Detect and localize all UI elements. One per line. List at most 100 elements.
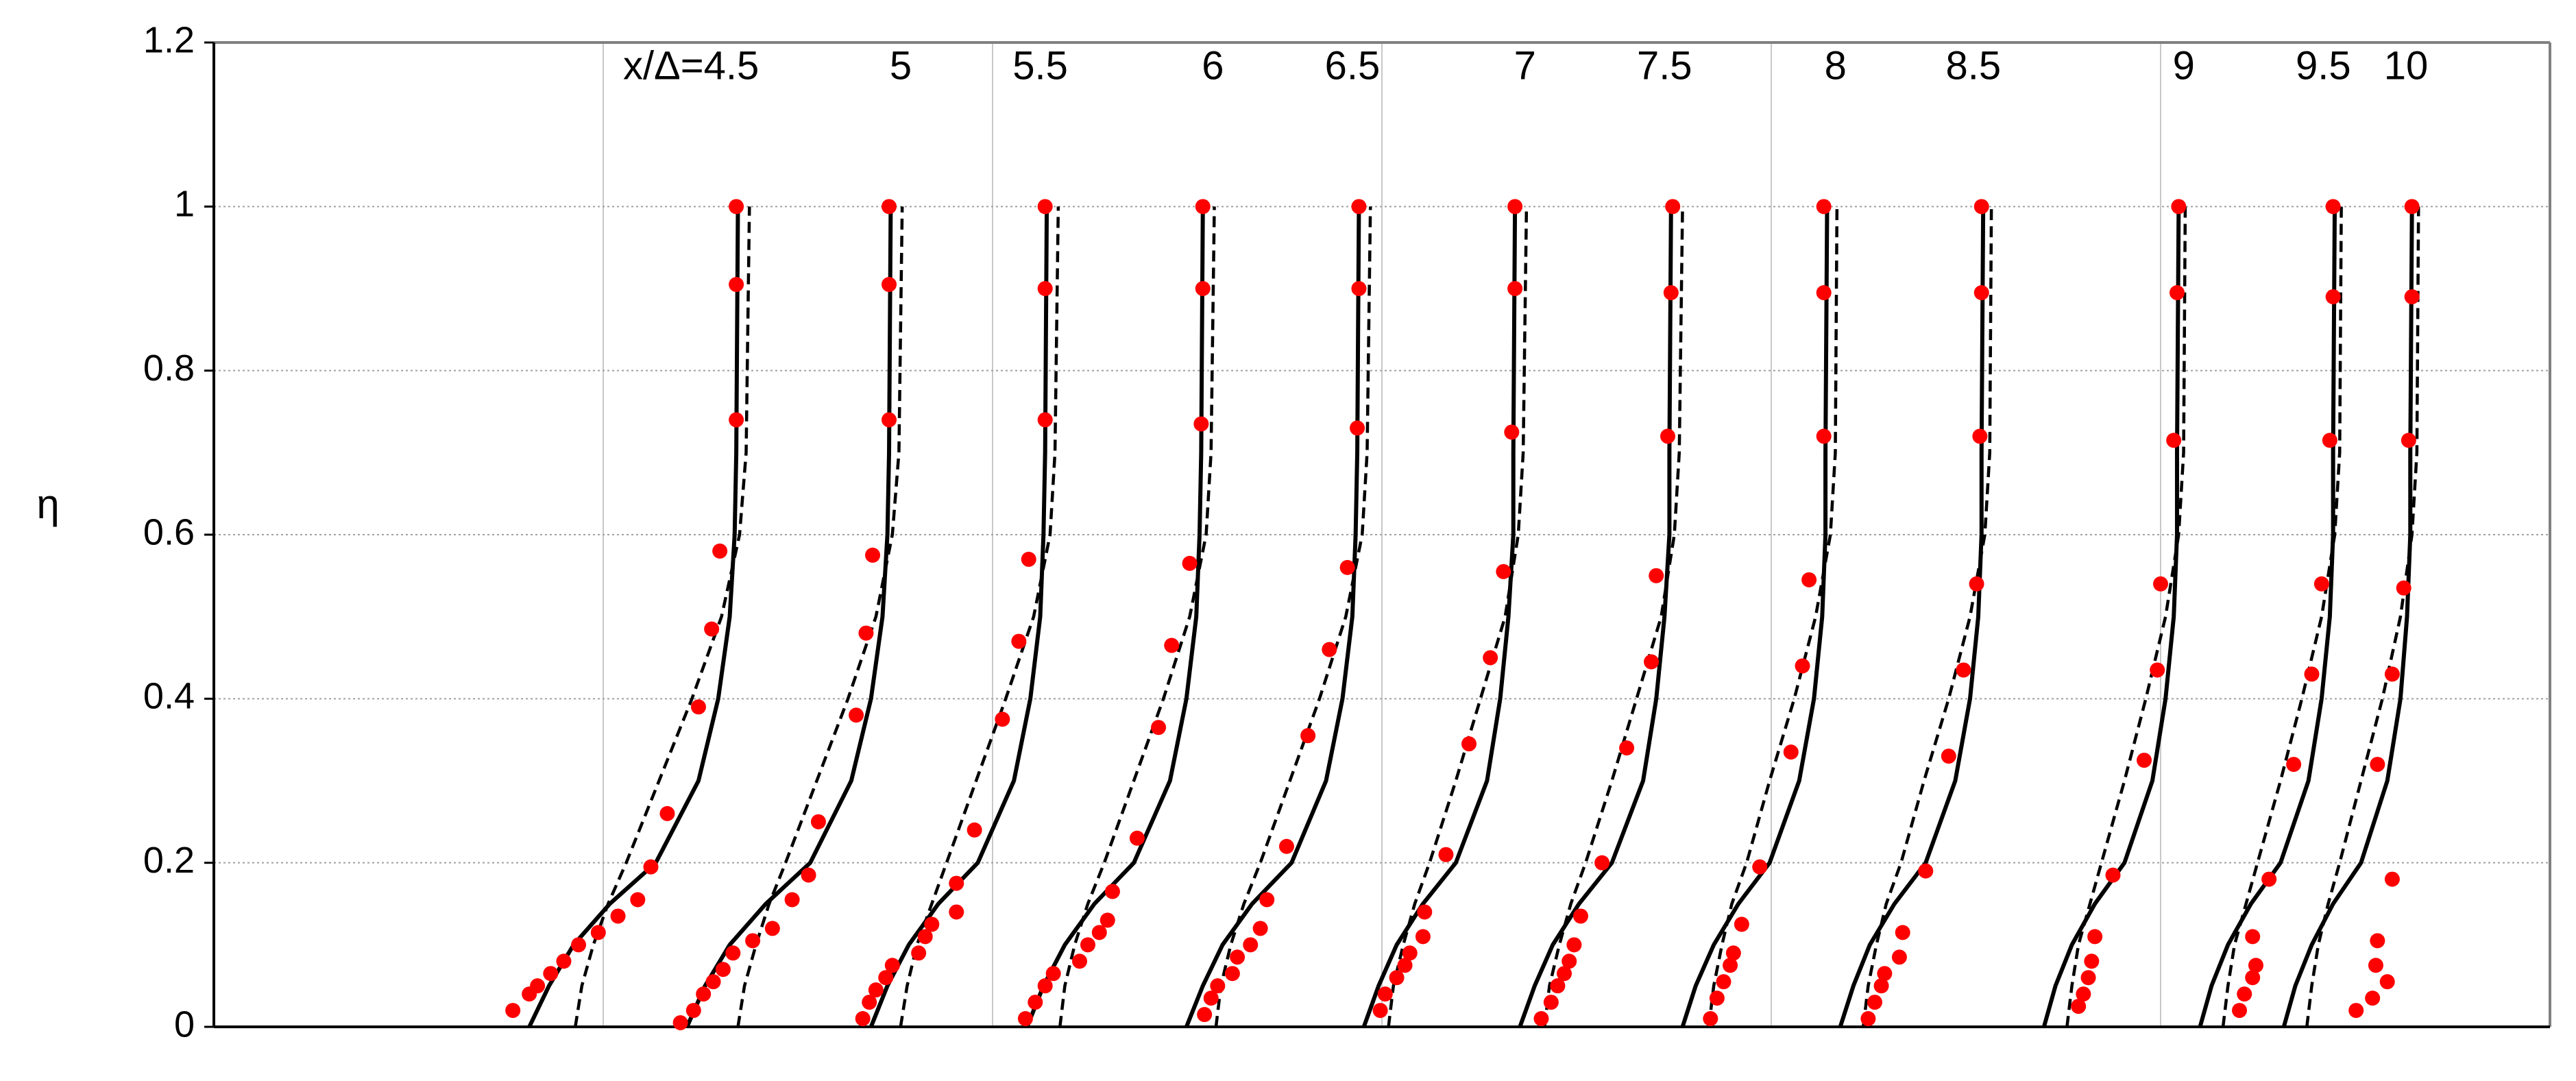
y-tick-label: 0.4 <box>143 676 195 717</box>
data-point <box>2153 576 2168 592</box>
dashed-line <box>1387 206 1529 1028</box>
data-point <box>610 908 626 924</box>
data-point <box>1438 847 1454 862</box>
y-axis-label: η <box>36 481 59 527</box>
data-point <box>2248 958 2264 973</box>
dashed-line <box>1058 206 1216 1028</box>
data-point <box>1877 966 1893 982</box>
data-point <box>967 822 982 838</box>
data-point <box>1224 966 1240 982</box>
data-point <box>1259 892 1275 908</box>
data-point <box>1752 859 1768 875</box>
dashed-line <box>1543 206 1684 1028</box>
solid-line <box>1680 206 1830 1028</box>
data-point <box>2237 986 2252 1002</box>
data-point <box>862 995 877 1010</box>
data-point <box>2087 929 2103 945</box>
data-point <box>2232 1003 2248 1019</box>
data-point <box>917 929 933 945</box>
data-point <box>630 892 646 908</box>
data-point <box>2261 871 2277 887</box>
data-point <box>2105 867 2121 883</box>
data-point <box>2365 991 2381 1006</box>
data-point <box>2245 929 2261 945</box>
data-point <box>1973 199 1989 215</box>
data-point <box>1483 650 1498 666</box>
dashed-line <box>1861 206 1993 1028</box>
data-point <box>672 1015 688 1031</box>
solid-line <box>1025 206 1205 1028</box>
dashed-line <box>2305 206 2420 1028</box>
data-point <box>1918 863 1934 879</box>
data-point <box>1091 925 1107 940</box>
data-point <box>1099 912 1115 928</box>
data-point <box>1389 970 1405 986</box>
data-point <box>2313 576 2329 592</box>
data-point <box>882 199 897 215</box>
data-point <box>2404 199 2420 215</box>
data-point <box>878 970 894 986</box>
data-point <box>729 412 744 428</box>
profile-label: 9 <box>2173 43 2195 88</box>
data-point <box>1795 658 1810 674</box>
data-point <box>764 921 780 936</box>
data-point <box>1164 637 1180 653</box>
data-point <box>1045 966 1061 982</box>
data-point <box>1725 945 1741 961</box>
data-point <box>1734 916 1749 932</box>
data-point <box>2322 433 2337 448</box>
data-point <box>1703 1011 1718 1027</box>
data-point <box>1377 986 1393 1002</box>
data-point <box>849 707 864 723</box>
data-point <box>784 892 800 908</box>
data-point <box>1230 949 1246 965</box>
data-point <box>2076 986 2091 1002</box>
data-point <box>2325 289 2341 304</box>
data-point <box>712 543 728 559</box>
data-point <box>1716 974 1731 990</box>
data-point <box>1562 954 1577 969</box>
data-point <box>1533 1011 1549 1027</box>
data-point <box>1969 576 1984 592</box>
data-point <box>884 958 900 973</box>
data-point <box>745 933 761 949</box>
data-point <box>705 974 721 990</box>
data-point <box>696 986 712 1002</box>
dashed-line <box>2065 206 2187 1028</box>
data-point <box>1649 568 1664 583</box>
data-point <box>2348 1003 2364 1019</box>
data-point <box>1300 728 1316 744</box>
data-point <box>1028 995 1043 1010</box>
data-point <box>2384 871 2400 887</box>
solid-line <box>868 206 1049 1028</box>
profile-label: 5.5 <box>1012 43 1068 88</box>
data-point <box>2401 433 2416 448</box>
profile-label: x/Δ=4.5 <box>623 43 759 88</box>
data-point <box>1496 563 1511 579</box>
profile-label: 7.5 <box>1637 43 1692 88</box>
data-point <box>810 814 826 829</box>
data-point <box>1037 978 1053 994</box>
data-point <box>1665 199 1681 215</box>
data-point <box>1243 937 1259 953</box>
data-point <box>995 712 1010 727</box>
data-point <box>2396 580 2411 596</box>
profile-label: 9.5 <box>2296 43 2351 88</box>
data-point <box>2137 753 2152 768</box>
data-point <box>1867 995 1882 1010</box>
solid-line <box>2281 206 2414 1028</box>
data-point <box>2150 662 2165 678</box>
data-point <box>530 978 546 994</box>
data-point <box>685 1003 701 1019</box>
data-point <box>2286 757 2302 773</box>
data-point <box>949 875 964 891</box>
data-point <box>1351 199 1367 215</box>
solid-line <box>2041 206 2181 1028</box>
data-point <box>1021 551 1036 567</box>
data-point <box>2071 999 2087 1015</box>
data-point <box>505 1003 521 1019</box>
data-point <box>1941 749 1956 764</box>
data-point <box>1011 633 1027 649</box>
solid-line <box>1838 206 1986 1028</box>
